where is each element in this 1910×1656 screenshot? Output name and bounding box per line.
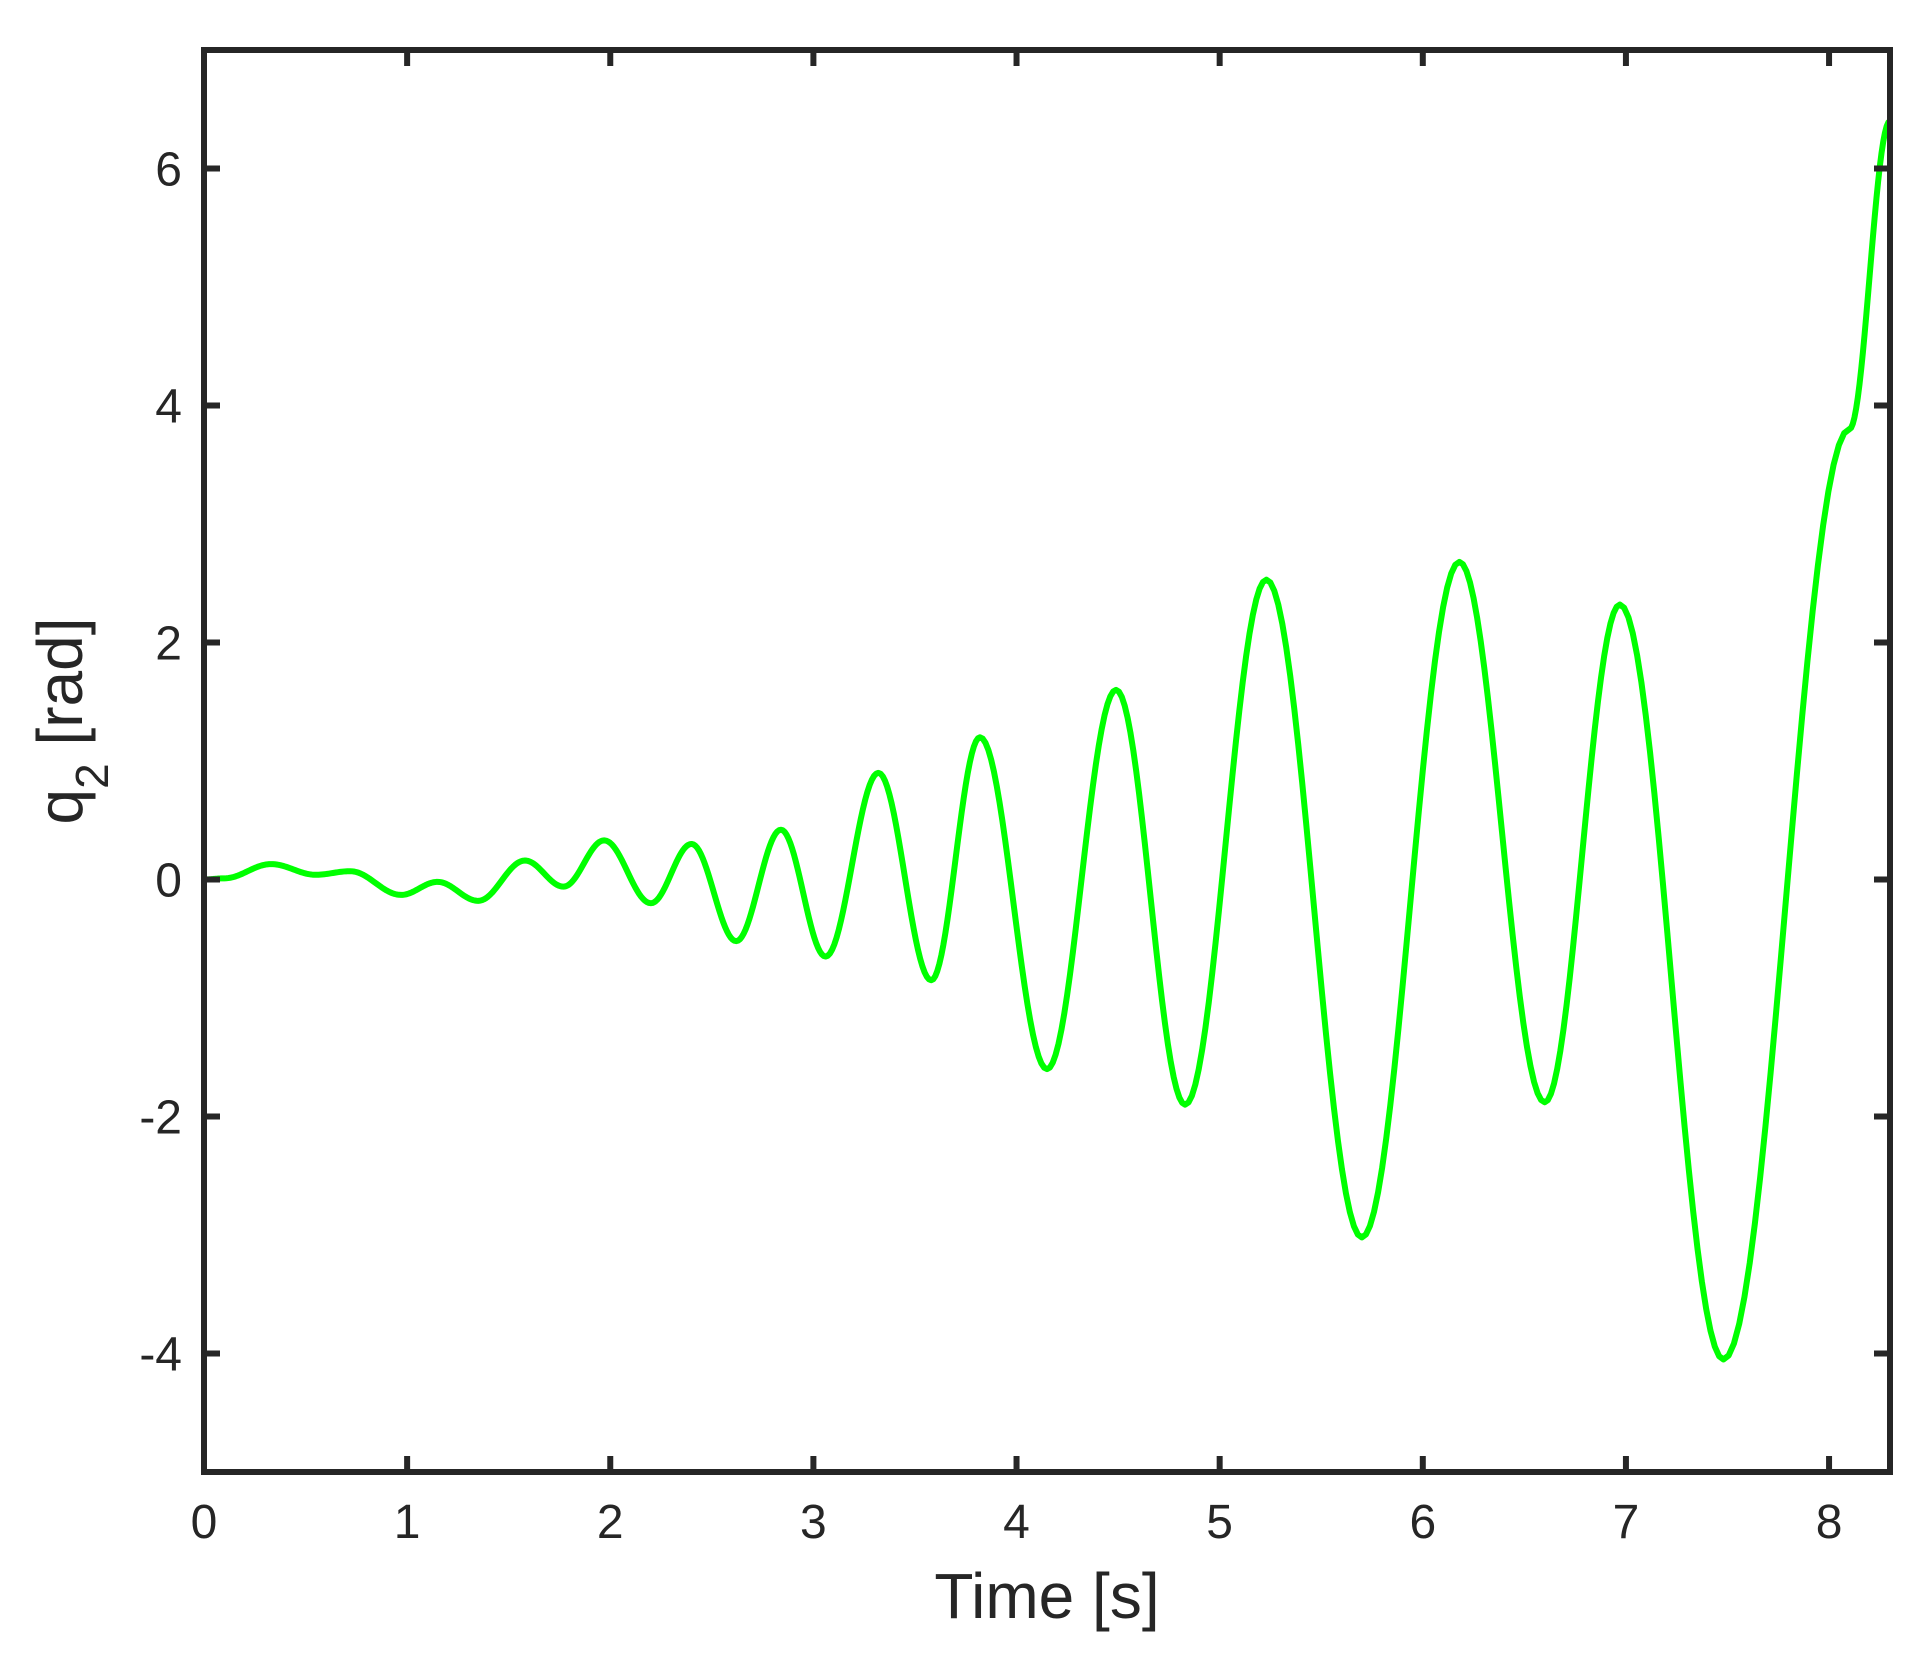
y-tick-label: -4 — [139, 1329, 182, 1382]
x-tick-label: 7 — [1613, 1496, 1640, 1549]
y-tick-label: -2 — [139, 1092, 182, 1145]
y-axis-label: q2 [rad] — [24, 617, 118, 824]
x-tick-label: 6 — [1409, 1496, 1436, 1549]
x-tick-label: 0 — [191, 1496, 218, 1549]
y-tick-label: 2 — [155, 618, 182, 671]
x-tick-label: 2 — [597, 1496, 624, 1549]
y-axis-label-unit: [rad] — [24, 617, 96, 745]
x-tick-label: 4 — [1003, 1496, 1030, 1549]
plot-area — [201, 118, 1893, 1363]
x-axis-label: Time [s] — [934, 1560, 1159, 1632]
y-axis-label-subscript: 2 — [66, 763, 118, 789]
x-tick-label: 1 — [394, 1496, 421, 1549]
y-tick-label: 4 — [155, 381, 182, 434]
x-tick-label: 5 — [1206, 1496, 1233, 1549]
y-tick-label: 0 — [155, 855, 182, 908]
y-axis-ticks: -4 -2 0 2 4 6 — [139, 144, 1890, 1382]
y-tick-label: 6 — [155, 144, 182, 197]
axes-box — [201, 47, 1893, 1475]
x-tick-label: 8 — [1816, 1496, 1843, 1549]
x-axis-ticks: 0 1 2 3 4 5 6 7 8 — [191, 50, 1843, 1549]
y-axis-label-base: q — [24, 789, 96, 825]
series-line-q2 — [201, 118, 1893, 1363]
x-tick-label: 3 — [800, 1496, 827, 1549]
y-axis-label-space — [24, 746, 96, 764]
